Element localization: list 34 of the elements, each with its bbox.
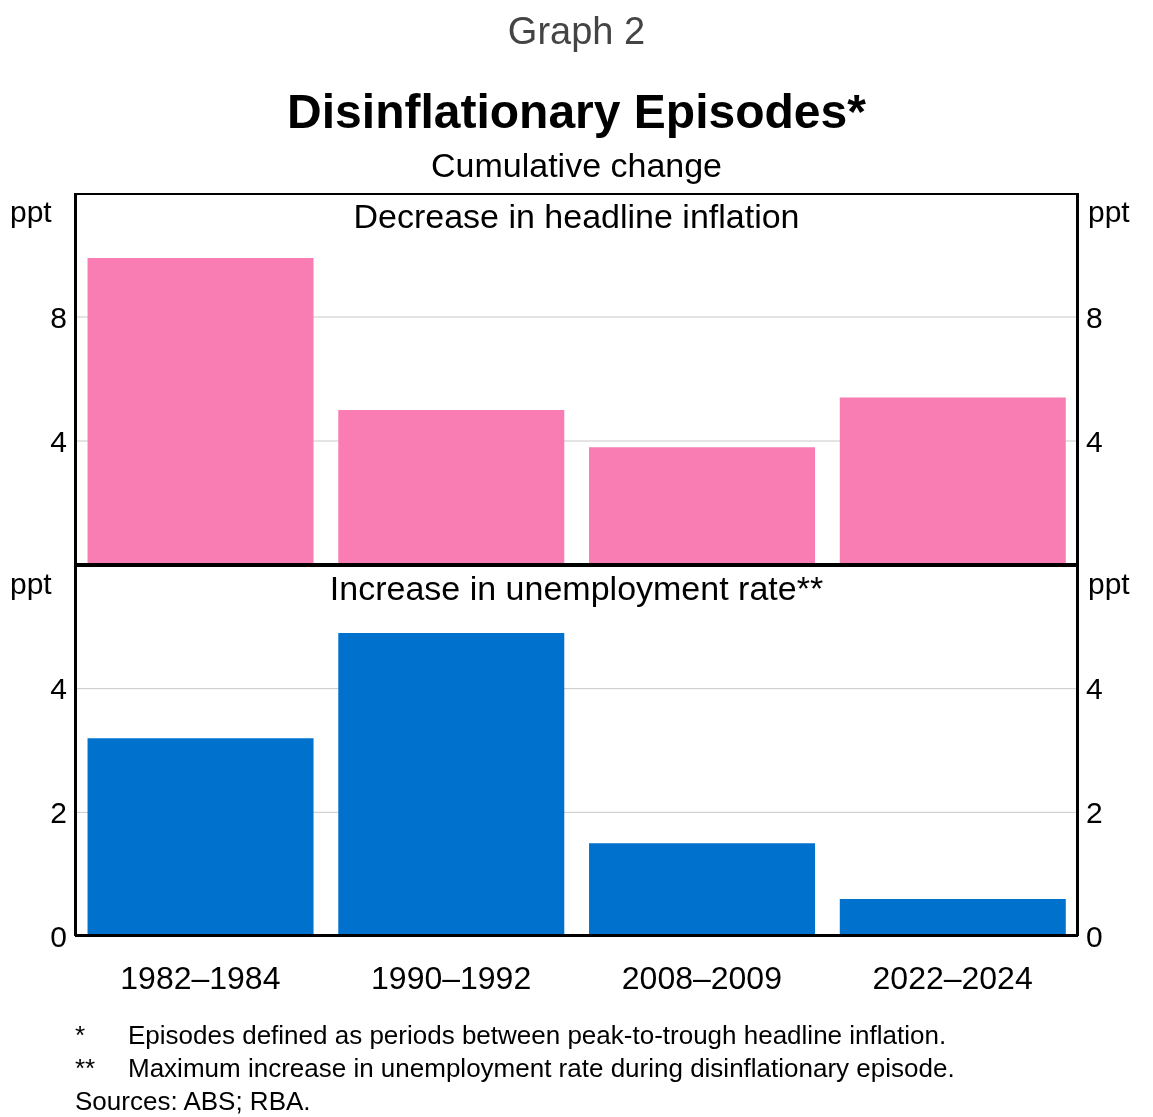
x-tick-label: 1990–1992: [371, 959, 532, 996]
text: ** Maximum increase in unemployment rate during disinflationary episode.: [75, 1053, 955, 1083]
y-tick-label: 0: [50, 919, 67, 953]
chart-subtitle: Cumulative change: [429, 146, 724, 185]
bar: [87, 738, 314, 936]
y-tick-label: 4: [50, 672, 67, 706]
chart-title: Disinflationary Episodes*: [286, 84, 867, 139]
y2-tick-label: 0: [1086, 919, 1103, 953]
bar: [839, 898, 1066, 936]
y-tick-label: 4: [50, 424, 67, 458]
annotation: Decrease in headline inflation: [352, 197, 801, 236]
y-tick-label: 2: [50, 795, 67, 829]
y-axis-title: ppt: [10, 567, 52, 601]
chart-title: Increase in unemployment rate**: [328, 569, 825, 608]
y-tick-label: 8: [50, 300, 67, 334]
y2-tick-label: 4: [1086, 672, 1103, 706]
y2-tick-label: 4: [1086, 424, 1103, 458]
y2-tick-label: 2: [1086, 795, 1103, 829]
bar: [839, 397, 1066, 565]
y2-axis-title: ppt: [1088, 195, 1130, 229]
x-tick-label: 1982–1984: [120, 959, 281, 996]
y-axis-title: ppt: [10, 195, 52, 229]
bar: [589, 843, 816, 936]
bar: [338, 410, 565, 565]
source-note: Sources: ABS; RBA.: [75, 1086, 311, 1117]
caption: Graph 2: [506, 10, 647, 53]
y2-tick-label: 8: [1086, 300, 1103, 334]
bar: [87, 258, 314, 565]
y2-axis-title: ppt: [1088, 567, 1130, 601]
bar: [338, 633, 565, 936]
x-tick-label: 2022–2024: [872, 959, 1033, 996]
x-tick-label: 2008–2009: [621, 959, 782, 996]
bar: [589, 447, 816, 565]
text: * Episodes defined as periods between peak-to-trough headline inflation.: [75, 1020, 947, 1050]
